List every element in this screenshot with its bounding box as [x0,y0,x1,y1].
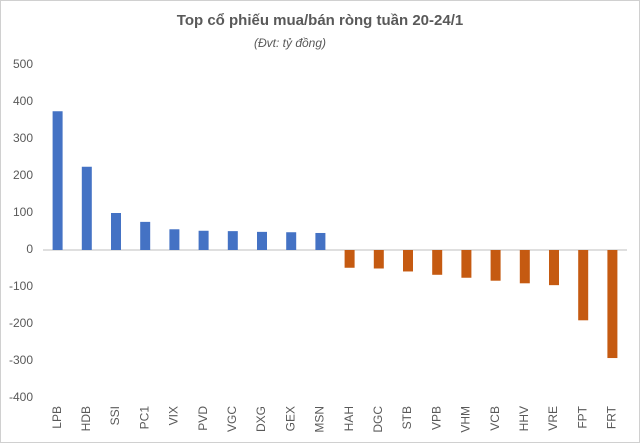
x-tick-label: HAH [342,406,356,431]
x-tick-label: PC1 [137,406,151,430]
x-tick-label: STB [400,406,414,429]
x-tick-label: LPB [50,406,64,429]
bar [344,250,355,268]
bar [169,229,180,250]
bar [81,166,92,250]
y-tick-label: -200 [9,316,33,330]
y-tick-label: 0 [26,242,33,256]
bar [286,232,297,250]
bar [519,250,530,284]
x-tick-label: SSI [108,406,122,425]
x-tick-label: VGC [225,406,239,432]
x-tick-label: GEX [283,406,297,431]
chart-title: Top cổ phiếu mua/bán ròng tuần 20-24/1 [177,12,463,29]
x-tick-label: VRE [546,406,560,431]
x-tick-label: DGC [371,406,385,433]
y-tick-label: 100 [13,205,33,219]
bar [490,250,501,281]
bar [549,250,559,286]
x-tick-label: VCB [488,406,502,431]
bar [315,232,326,250]
x-tick-label: FRT [605,405,619,429]
bar [140,221,151,250]
y-tick-label: -400 [9,390,33,404]
bar [461,250,472,278]
x-tick-label: VHM [459,406,473,433]
y-tick-label: -300 [9,353,33,367]
x-tick-label: MSN [313,406,327,433]
bar [227,231,238,250]
bar [578,250,589,321]
bar [432,250,443,275]
bar [52,111,63,250]
y-tick-label: 400 [13,94,33,108]
x-tick-label: FPT [575,405,589,428]
bar [111,213,121,250]
chart-subtitle: (Đvt: tỷ đồng) [254,36,326,50]
bar [198,230,209,250]
y-tick-label: 300 [13,131,33,145]
x-tick-label: PVD [196,406,210,431]
bar [607,250,618,359]
x-tick-label: HHV [517,406,531,431]
y-tick-label: -100 [9,279,33,293]
y-tick-label: 500 [13,57,33,71]
bar [403,250,413,272]
x-tick-label: VPB [429,406,443,430]
bar [373,250,384,269]
x-tick-label: DXG [254,406,268,432]
bar [257,231,267,250]
y-tick-label: 200 [13,168,33,182]
x-tick-label: HDB [79,406,93,431]
x-tick-label: VIX [167,406,181,425]
